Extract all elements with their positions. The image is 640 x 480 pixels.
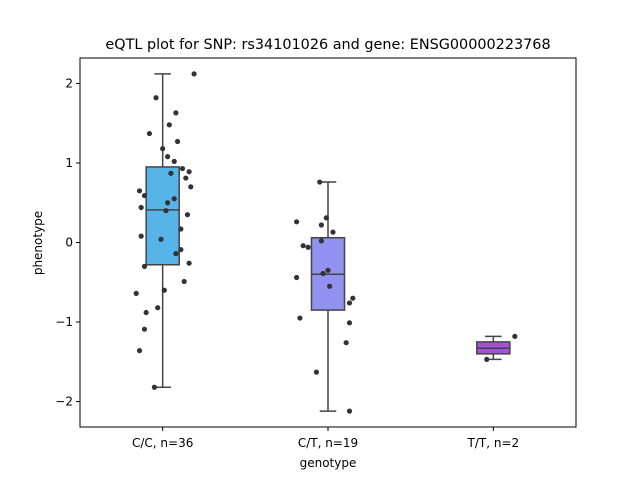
data-point — [141, 263, 148, 269]
data-point — [512, 333, 518, 339]
data-point — [484, 356, 490, 363]
data-point — [318, 238, 324, 244]
data-point — [168, 170, 174, 176]
data-point — [171, 196, 177, 202]
y-tick-label: 1 — [65, 156, 73, 170]
data-point — [186, 169, 192, 175]
data-point — [346, 320, 353, 326]
chart-title: eQTL plot for SNP: rs34101026 and gene: … — [105, 37, 550, 53]
data-point — [343, 340, 349, 346]
data-point — [323, 215, 329, 221]
data-point — [166, 122, 172, 128]
data-point — [325, 267, 331, 273]
data-point — [297, 315, 303, 321]
data-point — [173, 110, 179, 116]
plot-area — [133, 71, 518, 414]
data-point — [143, 309, 149, 316]
data-point — [183, 175, 189, 181]
data-point — [163, 208, 169, 214]
data-point — [136, 188, 143, 194]
data-point — [313, 369, 320, 375]
data-point — [178, 247, 184, 253]
data-point — [305, 244, 311, 250]
x-tick-label: T/T, n=2 — [467, 436, 520, 450]
data-point — [346, 408, 353, 414]
x-axis-label: genotype — [300, 456, 357, 470]
data-point — [153, 95, 159, 101]
data-point — [146, 130, 153, 137]
data-point — [138, 233, 144, 239]
data-point — [184, 212, 191, 218]
data-point — [293, 219, 300, 225]
data-point — [138, 204, 144, 211]
y-tick-label: 2 — [65, 76, 73, 90]
data-point — [165, 154, 171, 160]
data-point — [173, 251, 179, 257]
x-tick-label: C/C, n=36 — [132, 436, 193, 450]
data-point — [174, 138, 181, 145]
data-point — [133, 290, 139, 296]
data-point — [161, 287, 167, 293]
data-point — [141, 192, 148, 199]
data-point — [158, 236, 164, 242]
data-point — [346, 300, 353, 306]
y-tick-label: 0 — [65, 236, 73, 250]
data-point — [350, 295, 356, 301]
axes: −2 −1 0 1 2 C/C, n=36 C/T, n=19 T/T, n=2 — [55, 76, 519, 450]
data-point — [191, 71, 197, 77]
data-point — [317, 179, 323, 185]
data-point — [160, 146, 166, 152]
y-tick-label: −2 — [55, 395, 73, 409]
data-point — [186, 260, 192, 266]
data-point — [165, 200, 171, 206]
data-point — [136, 348, 143, 354]
data-point — [141, 326, 148, 332]
data-point — [327, 283, 333, 289]
data-point — [155, 305, 161, 311]
data-point — [330, 229, 336, 235]
data-point — [181, 278, 187, 285]
data-point — [179, 165, 186, 172]
data-point — [293, 274, 300, 281]
data-point — [188, 184, 194, 190]
y-tick-label: −1 — [55, 315, 73, 329]
y-axis-label: phenotype — [31, 211, 45, 275]
data-point — [178, 226, 184, 232]
x-tick-label: C/T, n=19 — [298, 436, 358, 450]
data-point — [318, 222, 324, 228]
data-point — [300, 243, 306, 249]
data-point — [320, 270, 326, 277]
data-point — [151, 384, 157, 390]
box — [145, 166, 180, 266]
data-point — [171, 158, 177, 164]
